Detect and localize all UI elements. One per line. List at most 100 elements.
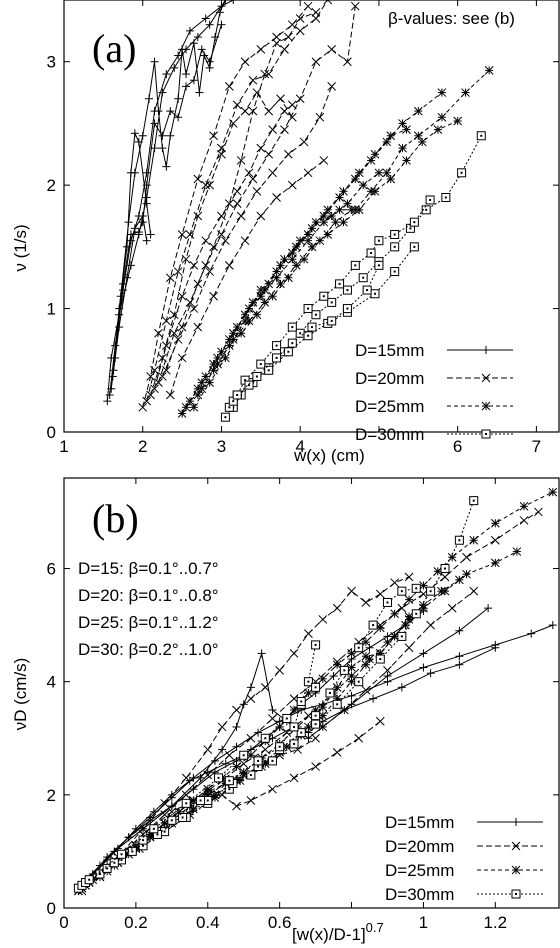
y-tick-label: 0 [47,423,56,442]
data-point [455,575,464,585]
data-point [329,672,338,681]
cross-marker-stroke [154,328,163,338]
data-point [246,796,256,805]
data-point [260,69,270,79]
data-point [386,131,396,141]
data-point [275,666,285,675]
data-point [361,637,371,647]
data-point [150,57,159,66]
data-point [323,230,333,239]
square-marker-dot [156,833,159,836]
data-point [347,649,356,658]
data-point [453,116,463,126]
legend-label: D=15mm [385,813,454,832]
cross-marker-stroke [293,745,302,754]
data-point [116,292,125,301]
plot-area [73,487,558,896]
star-marker-stroke [455,575,464,585]
star-marker-stroke [244,304,254,313]
data-point [296,696,306,706]
cross-marker-stroke [173,267,183,276]
star-marker-stroke [213,359,222,369]
data-point [402,125,411,134]
square-marker-dot [217,776,220,779]
data-point [397,683,406,692]
cross-marker-stroke [160,798,169,808]
star-marker-stroke [289,705,299,715]
legend-label: D=30mm [385,885,454,904]
data-point [221,236,230,246]
x-tick-label: 3 [217,437,226,456]
data-point [142,396,152,406]
square-marker-dot [377,264,380,267]
cross-marker-stroke [169,310,179,320]
cross-marker-stroke [205,180,215,190]
data-point [264,365,274,375]
star-marker-stroke [511,865,521,875]
star-marker-stroke [311,217,321,227]
series-line [197,70,490,396]
square-marker-dot [291,326,294,329]
data-point [161,316,171,326]
x-tick-label: 1.2 [483,913,507,932]
cross-marker-stroke [511,841,521,851]
square-marker-dot [343,669,346,672]
panel-b-x-axis-label-base: [w(x)/D-1] [292,925,366,944]
data-point [339,665,349,675]
cross-marker-stroke [260,682,270,692]
legend-item: D=15mm [385,813,543,832]
data-point [440,564,450,574]
data-point [311,310,321,320]
legend-item: D=25mm [385,861,543,880]
data-point [201,14,210,23]
data-point [201,180,211,190]
square-marker-dot [485,433,487,435]
cross-marker-stroke [280,125,289,134]
data-point [232,199,242,209]
cross-marker-stroke [469,586,479,596]
cross-marker-stroke [260,69,270,79]
data-point [221,0,230,4]
data-point [454,535,464,545]
star-marker-stroke [469,535,479,545]
square-marker-dot [98,873,101,876]
data-point [248,174,258,184]
data-point [437,586,446,596]
data-point [150,384,159,394]
data-point [154,107,163,116]
cross-marker-stroke [239,759,249,769]
panel-a-x-axis-label: w(x) (cm) [293,446,365,465]
data-point [268,705,277,714]
square-marker-dot [330,319,333,322]
star-marker-stroke [453,116,463,126]
data-point [240,106,250,116]
cross-marker-stroke [272,38,281,48]
data-point [246,694,256,704]
series-line [193,209,352,408]
data-point [205,20,214,29]
square-marker-dot [307,680,310,683]
square-marker-dot [88,878,91,881]
square-marker-dot [444,196,447,199]
data-point [347,586,356,596]
data-point [335,279,345,289]
cross-marker-stroke [161,365,171,375]
data-point [138,835,148,845]
data-point [386,174,396,184]
series-line [232,246,415,402]
star-marker-stroke [295,236,305,246]
data-point [370,149,380,159]
data-point [304,688,313,698]
star-marker-stroke [304,722,313,732]
cross-marker-stroke [295,14,305,23]
data-point [303,1,313,11]
data-point [149,824,159,834]
data-point [268,125,277,134]
star-marker-stroke [401,620,410,630]
data-point [295,26,305,36]
cross-marker-stroke [534,507,543,517]
data-point [280,125,289,134]
data-point [319,217,329,227]
cross-marker-stroke [256,143,266,153]
